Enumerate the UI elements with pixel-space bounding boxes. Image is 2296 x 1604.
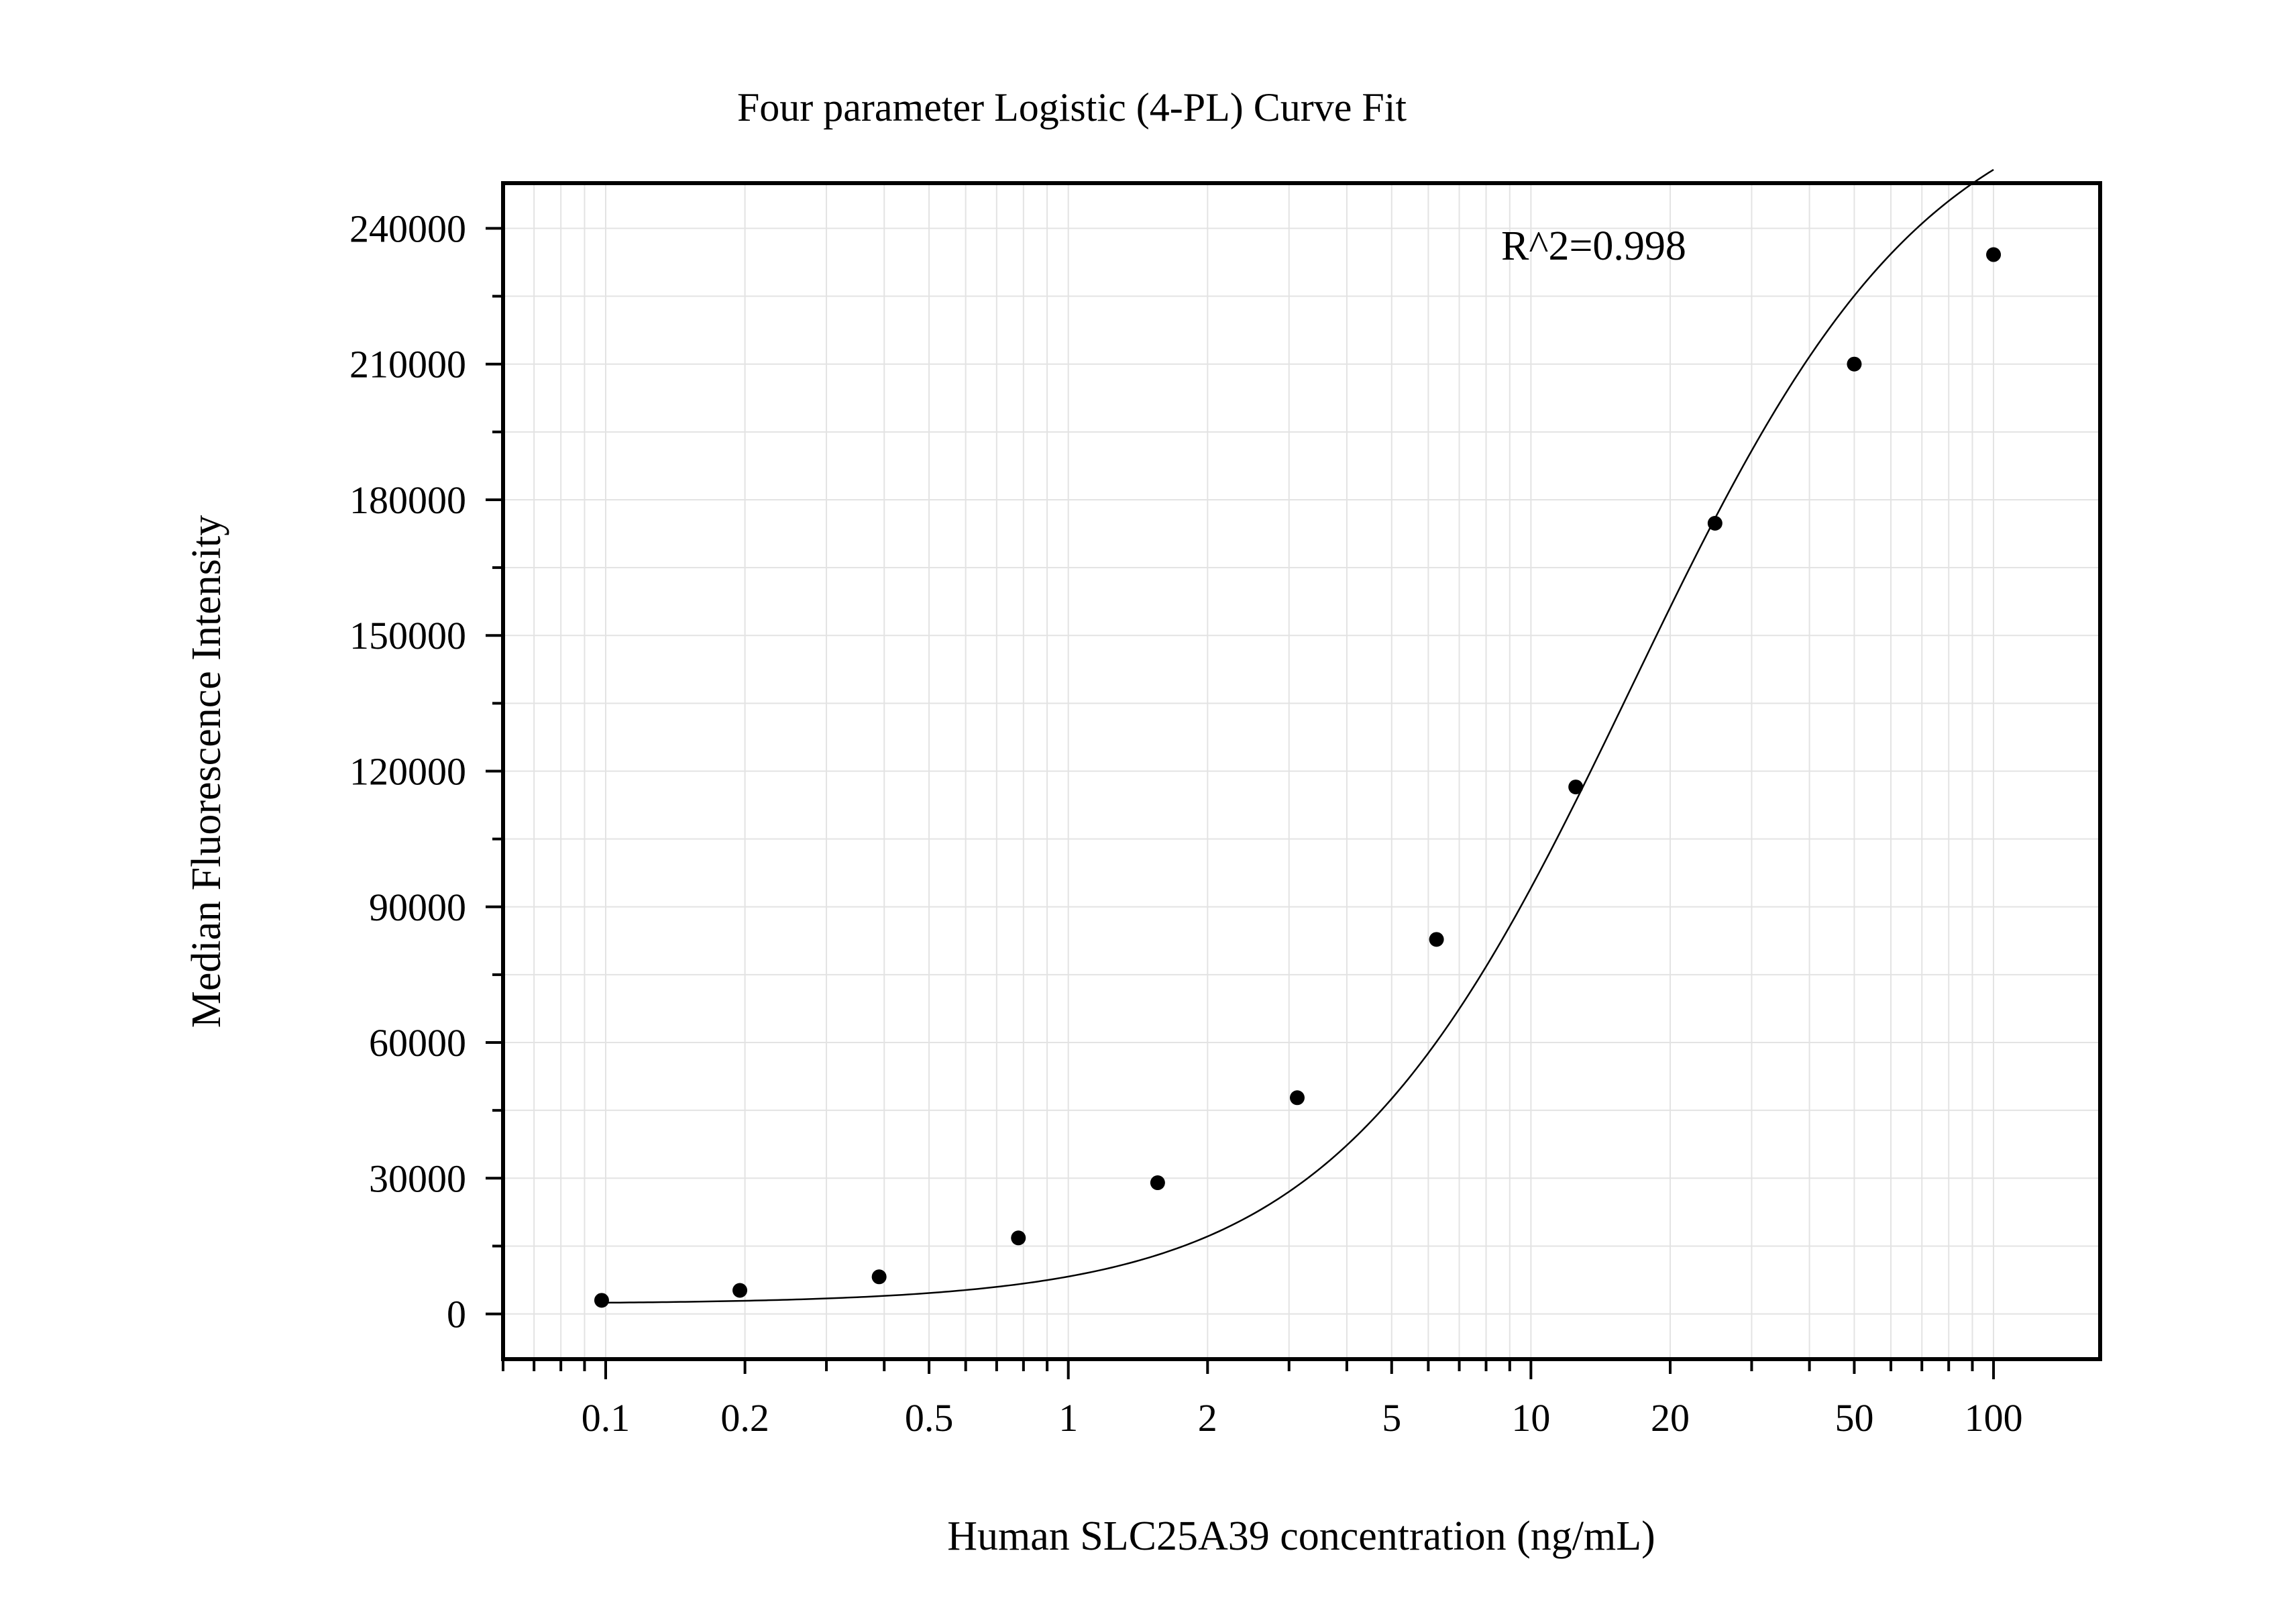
- data-point: [594, 1293, 609, 1308]
- data-point: [1150, 1175, 1165, 1191]
- y-tick-label: 150000: [349, 614, 466, 657]
- data-point: [1986, 247, 2002, 262]
- x-tick-label: 50: [1835, 1396, 1873, 1440]
- data-point: [1847, 356, 1862, 372]
- chart-title: Four parameter Logistic (4-PL) Curve Fit: [737, 85, 1407, 129]
- y-tick-label: 90000: [369, 886, 466, 929]
- x-tick-label: 2: [1198, 1396, 1217, 1440]
- y-tick-label: 30000: [369, 1157, 466, 1200]
- x-tick-label: 5: [1382, 1396, 1401, 1440]
- r-squared-annotation: R^2=0.998: [1501, 223, 1686, 269]
- y-tick-label: 60000: [369, 1021, 466, 1065]
- x-tick-label: 1: [1058, 1396, 1078, 1440]
- x-tick-label: 0.1: [582, 1396, 631, 1440]
- x-tick-label: 20: [1651, 1396, 1690, 1440]
- data-point: [871, 1269, 887, 1285]
- y-tick-labels: 0 30000 60000 90000 120000 150000 180000 210000…: [349, 207, 466, 1336]
- data-point: [1568, 780, 1584, 795]
- data-point: [1707, 516, 1723, 531]
- y-tick-label: 240000: [349, 207, 466, 250]
- axis-ticks: [486, 227, 1996, 1379]
- data-point: [1289, 1090, 1305, 1106]
- data-points: [594, 247, 2002, 1308]
- grid-lines: [502, 183, 2100, 1359]
- x-tick-label: 100: [1965, 1396, 2023, 1440]
- fit-curve: [601, 168, 1994, 1304]
- data-point: [1011, 1230, 1026, 1246]
- y-tick-label: 180000: [349, 478, 466, 522]
- x-axis-label: Human SLC25A39 concentration (ng/mL): [947, 1513, 1655, 1559]
- x-tick-label: 10: [1511, 1396, 1550, 1440]
- y-axis-label: Median Fluorescence Intensity: [184, 515, 229, 1028]
- x-tick-labels: 0.1 0.2 0.5 1 2 5 10 20 50 100: [582, 1396, 2023, 1440]
- x-tick-label: 0.5: [905, 1396, 954, 1440]
- x-tick-label: 0.2: [720, 1396, 769, 1440]
- data-point: [1429, 932, 1444, 947]
- fit-curve-group: [601, 168, 1994, 1304]
- data-point: [732, 1283, 748, 1298]
- y-tick-label: 120000: [349, 750, 466, 794]
- y-tick-label: 210000: [349, 343, 466, 386]
- y-tick-label: 0: [447, 1293, 466, 1336]
